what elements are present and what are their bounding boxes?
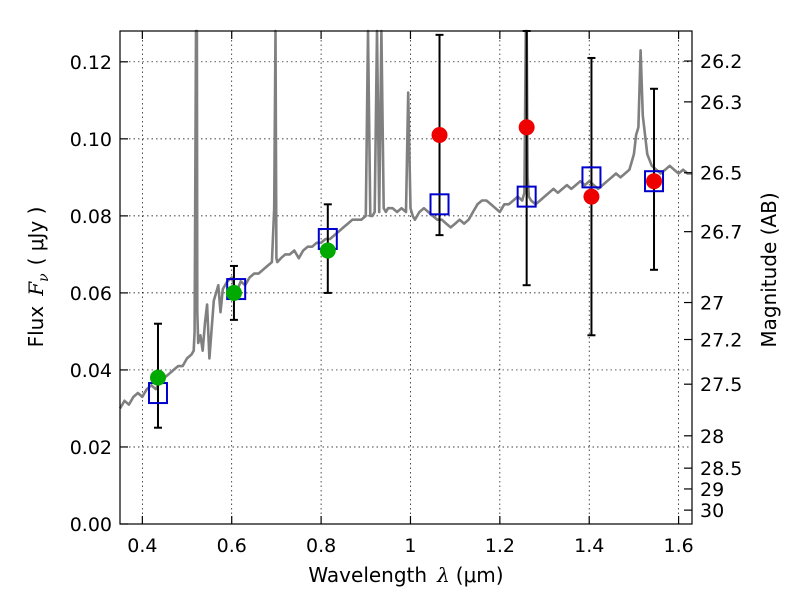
y-tick-label: 0.04 — [70, 360, 112, 382]
model-box-marker — [429, 193, 450, 216]
x-tick-label: 1.2 — [485, 535, 515, 557]
right-tick-label: 27.5 — [700, 374, 742, 396]
y-tick-label: 0.10 — [70, 129, 112, 151]
x-tick-label: 0.8 — [306, 535, 336, 557]
observed-points — [149, 119, 663, 386]
right-tick-label: 30 — [700, 500, 724, 522]
x-axis-label: Wavelength λ (μm) — [308, 563, 503, 587]
right-tick-label: 27 — [700, 293, 724, 315]
upper-point — [646, 173, 663, 190]
right-tick-label: 29 — [700, 479, 724, 501]
right-axis-label: Magnitude (AB) — [757, 192, 781, 347]
model-spectrum — [118, 29, 692, 410]
model-box-marker — [516, 185, 537, 208]
detection-point — [149, 369, 166, 386]
grid-lines — [120, 31, 692, 525]
plot-frame — [119, 30, 693, 525]
detection-point — [319, 242, 336, 259]
y-tick-label: 0.06 — [70, 283, 112, 305]
x-tick-label: 0.6 — [217, 535, 247, 557]
upper-point — [583, 188, 600, 205]
spectrum-line — [118, 29, 692, 410]
upper-point — [431, 126, 448, 143]
y-tick-label: 0.08 — [70, 206, 112, 228]
right-tick-label: 28 — [700, 426, 724, 448]
model-box-marker — [644, 170, 665, 193]
right-tick-label: 26.5 — [700, 163, 742, 185]
y-axis-label: FluxFν( μJy ) — [24, 207, 52, 348]
right-tick-label: 27.2 — [700, 330, 742, 352]
right-tick-label: 26.7 — [700, 222, 742, 244]
upper-point — [518, 119, 535, 136]
y-tick-label: 0.12 — [70, 52, 112, 74]
x-axis-ticks: 0.4 0.6 0.8 1 1.2 1.4 1.6 — [127, 31, 694, 557]
y-tick-label: 0.00 — [70, 514, 112, 536]
right-tick-label: 26.3 — [700, 92, 742, 114]
x-tick-label: 1 — [404, 535, 416, 557]
model-box-marker — [581, 166, 602, 189]
y-axis-ticks: 0.00 0.02 0.04 0.06 0.08 0.10 0.12 — [70, 52, 128, 536]
right-tick-label: 28.5 — [700, 458, 742, 480]
y-tick-label: 0.02 — [70, 437, 112, 459]
x-tick-label: 1.6 — [663, 535, 693, 557]
x-tick-label: 0.4 — [127, 535, 157, 557]
detection-point — [225, 284, 242, 301]
error-bars — [153, 30, 659, 429]
x-tick-label: 1.4 — [574, 535, 604, 557]
right-tick-label: 26.2 — [700, 51, 742, 73]
